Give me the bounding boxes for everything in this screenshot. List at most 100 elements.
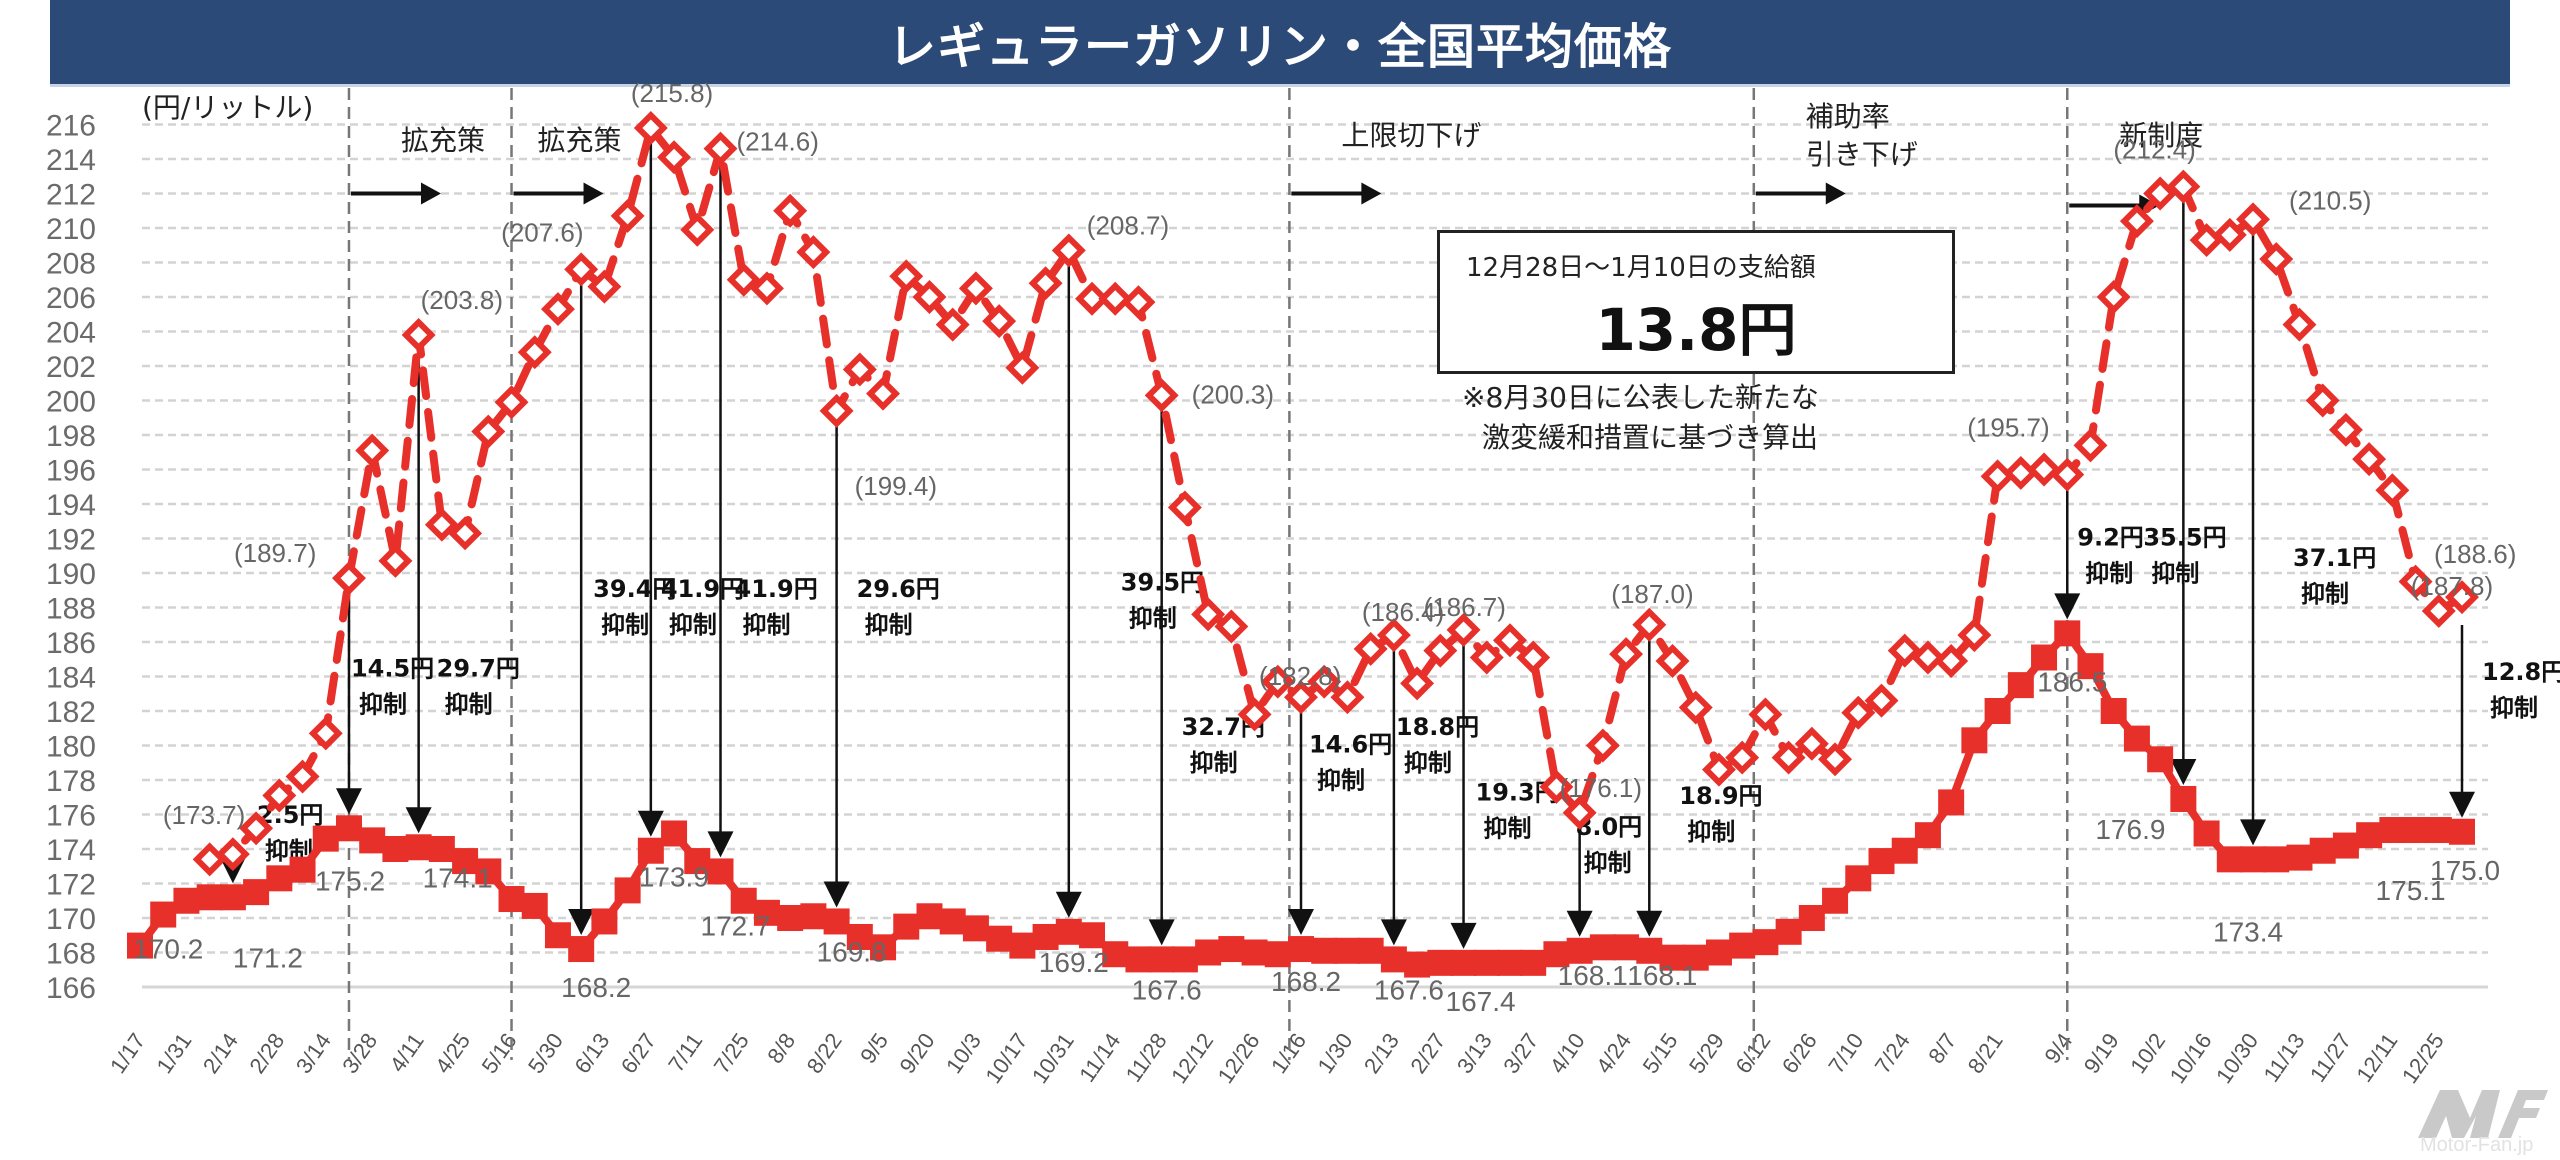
data-point-without-subsidy — [866, 376, 901, 411]
y-axis-unit-label: (円/リットル) — [142, 91, 313, 124]
data-point-without-subsidy — [494, 385, 529, 420]
data-point-without-subsidy — [796, 235, 831, 270]
data-point-without-subsidy — [680, 212, 715, 247]
data-point-actual-price — [2147, 746, 2174, 773]
data-point-actual-price — [1102, 941, 1129, 968]
data-point-without-subsidy — [2027, 452, 2062, 487]
data-point-without-subsidy — [912, 280, 947, 314]
value-label-without-subsidy: (187.8) — [2411, 571, 2493, 601]
data-point-without-subsidy — [1609, 637, 1644, 672]
data-point-without-subsidy — [1237, 697, 1272, 732]
down-arrow-icon — [1450, 922, 1477, 949]
subsidy-amount-box: 12月28日～1月10日の支給額 13.8円 — [1437, 230, 1955, 374]
value-label-actual-price: 168.2 — [1271, 966, 1341, 997]
data-point-without-subsidy — [2352, 442, 2387, 477]
y-tick-label: 172 — [46, 869, 96, 902]
data-point-actual-price — [2123, 725, 2150, 752]
data-point-without-subsidy — [1887, 633, 1922, 668]
data-point-without-subsidy — [2073, 428, 2108, 463]
data-point-actual-price — [777, 905, 804, 931]
value-label-actual-price: 171.2 — [233, 942, 303, 973]
value-label-actual-price: 169.8 — [817, 936, 887, 967]
suppression-label: 抑制 — [1129, 604, 1177, 632]
data-point-without-subsidy — [2119, 204, 2154, 239]
value-label-actual-price: 175.1 — [2376, 875, 2446, 906]
suppression-label: 抑制 — [2151, 559, 2199, 587]
suppression-amount: 37.1円 — [2293, 544, 2376, 572]
down-arrow-icon — [823, 881, 850, 908]
x-tick-label: 2/27 — [1405, 1029, 1450, 1078]
down-arrow-icon — [2170, 758, 2197, 785]
suppression-label: 抑制 — [445, 691, 493, 719]
data-point-without-subsidy — [378, 543, 413, 578]
down-arrow-icon — [1055, 891, 1082, 918]
y-tick-label: 196 — [46, 455, 96, 488]
down-arrow-icon — [1636, 910, 1663, 937]
data-point-without-subsidy — [1191, 597, 1226, 632]
data-point-actual-price — [1125, 946, 1152, 973]
value-label-without-subsidy: (176.1) — [1560, 773, 1642, 803]
note-line-2: 激変緩和措置に基づき算出 — [1482, 421, 1819, 454]
x-tick-label: 10/3 — [941, 1029, 986, 1078]
x-tick-label: 4/25 — [430, 1029, 475, 1078]
data-point-actual-price — [1404, 951, 1431, 978]
data-point-without-subsidy — [2421, 593, 2456, 628]
x-tick-label: 2/13 — [1359, 1029, 1404, 1078]
x-tick-label: 5/15 — [1638, 1029, 1683, 1078]
data-point-without-subsidy — [448, 516, 483, 551]
data-point-actual-price — [1822, 887, 1849, 914]
x-tick-label: 3/13 — [1452, 1029, 1497, 1078]
data-point-actual-price — [2332, 832, 2359, 859]
data-point-without-subsidy — [1841, 695, 1876, 730]
y-tick-label: 166 — [46, 972, 96, 1005]
y-tick-label: 188 — [46, 593, 96, 626]
x-tick-label: 1/30 — [1312, 1029, 1357, 1078]
suppression-arrows: 2.5円抑制14.5円抑制29.7円抑制39.4円抑制41.9円抑制41.9円抑… — [219, 141, 2560, 949]
data-point-actual-price — [1473, 949, 1500, 976]
y-tick-label: 200 — [46, 386, 96, 419]
data-point-actual-price — [1613, 934, 1640, 961]
data-point-actual-price — [2007, 672, 2034, 699]
data-point-actual-price — [1729, 932, 1756, 959]
x-tick-label: 1/17 — [105, 1029, 150, 1078]
data-point-without-subsidy — [935, 307, 970, 342]
value-label-without-subsidy: (189.7) — [234, 538, 316, 568]
data-point-actual-price — [1682, 944, 1709, 971]
data-point-actual-price — [173, 887, 200, 914]
x-tick-label: 11/13 — [2258, 1029, 2309, 1087]
value-label-actual-price: 176.9 — [2095, 814, 2165, 845]
x-tick-label: 12/11 — [2351, 1029, 2402, 1087]
data-point-without-subsidy — [1562, 795, 1597, 830]
suppression-label: 抑制 — [1584, 849, 1632, 877]
suppression-amount: 41.9円 — [735, 575, 818, 603]
data-point-actual-price — [661, 820, 688, 847]
data-point-actual-price — [1264, 941, 1291, 968]
suppression-label: 抑制 — [743, 611, 791, 639]
chart-title-banner: レギュラーガソリン・全国平均価格 — [50, 0, 2510, 87]
data-point-without-subsidy — [1957, 618, 1992, 653]
data-point-without-subsidy — [517, 335, 552, 370]
data-point-actual-price — [2379, 817, 2406, 844]
data-point-actual-price — [544, 922, 571, 949]
y-tick-label: 204 — [46, 317, 96, 350]
data-point-actual-price — [1357, 937, 1384, 964]
suppression-amount: 18.8円 — [1396, 713, 1479, 741]
y-tick-label: 208 — [46, 248, 96, 281]
y-tick-label: 178 — [46, 765, 96, 798]
value-label-actual-price: 169.2 — [1039, 947, 1109, 978]
data-point-without-subsidy — [1585, 728, 1620, 763]
data-point-actual-price — [753, 899, 780, 926]
x-tick-label: 9/4 — [2039, 1029, 2077, 1068]
data-point-without-subsidy — [1167, 490, 1202, 525]
data-point-actual-price — [1380, 946, 1407, 973]
x-tick-label: 4/10 — [1545, 1029, 1590, 1078]
data-point-actual-price — [498, 886, 525, 913]
data-point-without-subsidy — [2212, 217, 2247, 252]
value-label-without-subsidy: (186.4) — [1362, 597, 1444, 627]
data-point-actual-price — [1705, 939, 1732, 966]
data-point-actual-price — [1218, 936, 1245, 963]
suppression-amount: 18.9円 — [1679, 782, 1762, 810]
data-point-without-subsidy — [1051, 233, 1086, 268]
value-label-without-subsidy: (188.6) — [2434, 539, 2516, 569]
